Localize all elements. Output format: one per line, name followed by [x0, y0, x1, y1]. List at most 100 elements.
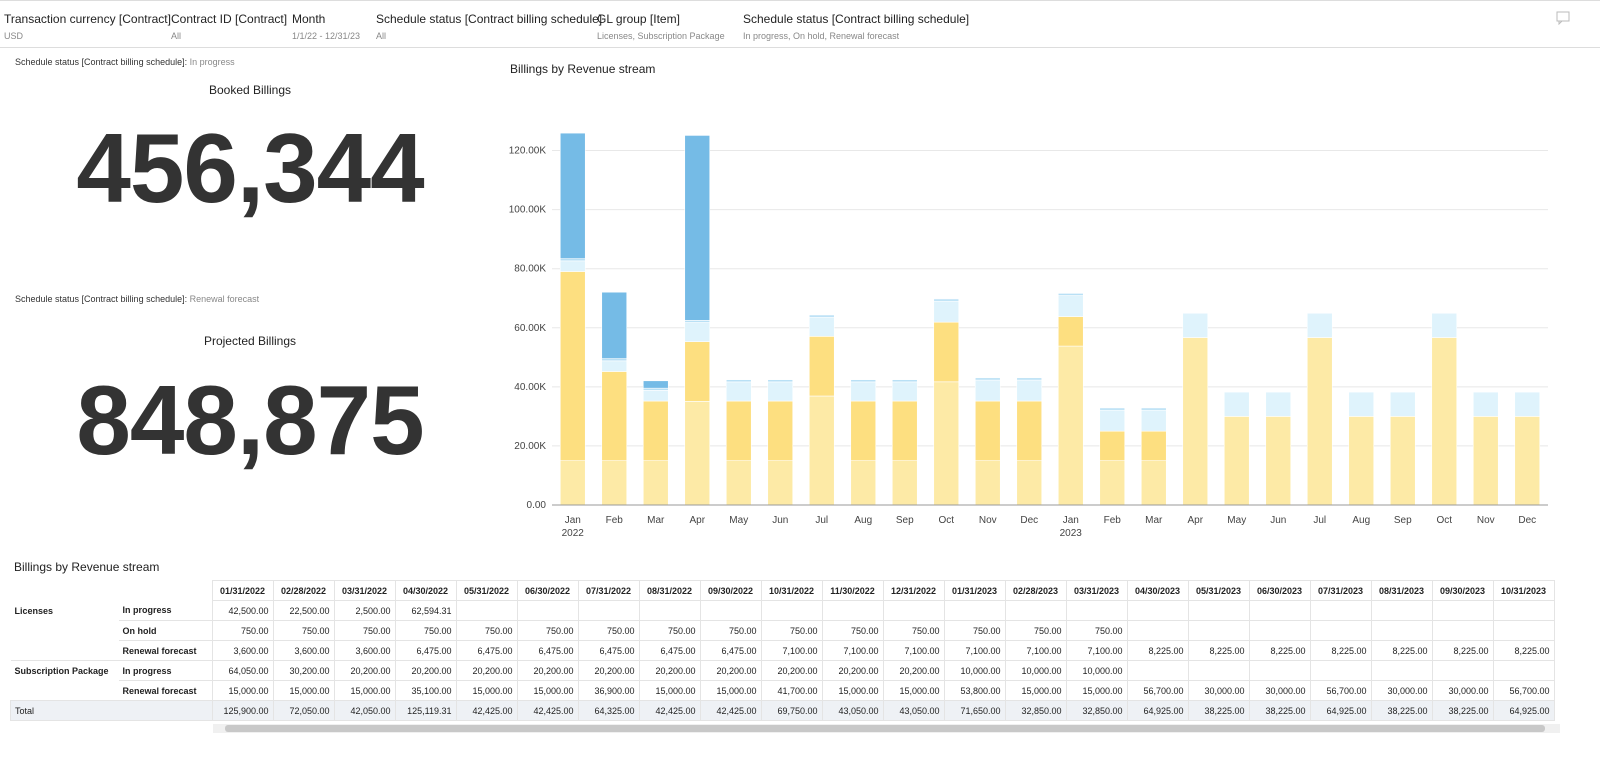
cell: 750.00 — [455, 620, 518, 641]
scroll-thumb[interactable] — [225, 725, 1545, 732]
cell: 42,500.00 — [211, 600, 274, 621]
x-tick-label: Jun — [1270, 515, 1286, 526]
bar-segment — [1016, 460, 1043, 506]
cell — [1187, 600, 1250, 621]
comment-icon[interactable] — [1556, 11, 1570, 25]
cell — [1126, 600, 1189, 621]
bar-segment — [725, 400, 752, 461]
cell: 750.00 — [821, 620, 884, 641]
cell — [638, 600, 701, 621]
cell: 750.00 — [394, 620, 457, 641]
cell: 20,200.00 — [638, 660, 701, 681]
cell: 750.00 — [943, 620, 1006, 641]
bar-segment — [684, 135, 711, 321]
cell: 42,425.00 — [516, 700, 579, 721]
column-header: 05/31/2022 — [455, 580, 518, 601]
cell: 125,900.00 — [211, 700, 274, 721]
cell — [1431, 660, 1494, 681]
bar-segment — [891, 381, 918, 402]
y-tick-label: 120.00K — [509, 146, 547, 157]
y-tick-label: 0.00 — [527, 500, 547, 511]
bar-segment — [725, 381, 752, 402]
bar-segment — [1099, 407, 1126, 411]
filter[interactable]: Schedule status [Contract billing schedu… — [743, 12, 969, 41]
cell: 56,700.00 — [1492, 680, 1555, 701]
column-header: 10/31/2022 — [760, 580, 823, 601]
bar-segment — [933, 298, 960, 302]
cell — [1065, 600, 1128, 621]
table-row: Renewal forecast 15,000.00 15,000.00 15,000… — [11, 680, 1555, 701]
column-header: 07/31/2023 — [1309, 580, 1372, 601]
bar-segment — [1140, 430, 1167, 461]
filter[interactable]: Transaction currency [Contract] USD — [4, 12, 171, 41]
x-tick-label: Nov — [1477, 515, 1495, 526]
table: 01/31/2022 02/28/2022 03/31/2022 04/30/2022… — [10, 580, 1555, 721]
column-header: 09/30/2023 — [1431, 580, 1494, 601]
cell: 32,850.00 — [1004, 700, 1067, 721]
cell — [1187, 660, 1250, 681]
bar-segment — [601, 371, 628, 461]
cell: 30,000.00 — [1370, 680, 1433, 701]
cell: 32,850.00 — [1065, 700, 1128, 721]
cell: 20,200.00 — [333, 660, 396, 681]
x-tick-label: Oct — [1436, 515, 1452, 526]
bar-segment — [1057, 316, 1084, 347]
cell: 30,000.00 — [1187, 680, 1250, 701]
cell: 10,000.00 — [943, 660, 1006, 681]
x-year-label: 2022 — [562, 528, 585, 539]
kpi-title: Booked Billings — [208, 83, 292, 97]
filter[interactable]: Contract ID [Contract] All — [171, 12, 287, 41]
bar-segment — [808, 316, 835, 337]
cell: 41,700.00 — [760, 680, 823, 701]
cell: 7,100.00 — [1065, 640, 1128, 661]
column-header: 08/31/2023 — [1370, 580, 1433, 601]
row-label: In progress — [118, 660, 212, 681]
bar-segment — [1016, 377, 1043, 381]
cell: 15,000.00 — [333, 680, 396, 701]
kpi-note: Schedule status [Contract billing schedu… — [15, 57, 235, 67]
bar-segment — [808, 314, 835, 318]
bar-segment — [1306, 337, 1333, 506]
cell — [821, 600, 884, 621]
column-header: 12/31/2022 — [882, 580, 945, 601]
filter-value: 1/1/22 - 12/31/23 — [292, 31, 361, 41]
bar-segment — [1099, 409, 1126, 432]
x-tick-label: Sep — [896, 515, 914, 526]
bar-segment — [601, 460, 628, 506]
cell: 6,475.00 — [699, 640, 762, 661]
note-value: Renewal forecast — [189, 294, 260, 304]
column-header: 04/30/2022 — [394, 580, 457, 601]
bar-segment — [1431, 337, 1458, 506]
y-tick-label: 60.00K — [514, 323, 546, 334]
bar-segment — [974, 379, 1001, 402]
bar-segment — [1265, 391, 1292, 417]
x-tick-label: Apr — [689, 515, 705, 526]
cell: 8,225.00 — [1370, 640, 1433, 661]
column-header: 07/31/2022 — [577, 580, 640, 601]
filter[interactable]: Month 1/1/22 - 12/31/23 — [292, 12, 360, 41]
bar-segment — [1016, 400, 1043, 461]
cell: 8,225.00 — [1126, 640, 1189, 661]
cell — [1309, 660, 1372, 681]
filter[interactable]: GL group [Item] Licenses, Subscription Pa… — [597, 12, 725, 41]
scrollbar[interactable] — [213, 724, 1560, 733]
cell — [1004, 600, 1067, 621]
note-value: In progress — [189, 57, 235, 67]
filter[interactable]: Schedule status [Contract billing schedu… — [376, 12, 602, 41]
x-year-label: 2023 — [1060, 528, 1083, 539]
cell: 71,650.00 — [943, 700, 1006, 721]
bar-segment — [1057, 345, 1084, 506]
bar-segment — [850, 379, 877, 383]
cell — [1431, 620, 1494, 641]
filter-label: Schedule status [Contract billing schedu… — [376, 12, 603, 26]
filter-value: All — [376, 31, 387, 41]
x-tick-label: Nov — [979, 515, 997, 526]
cell — [1126, 660, 1189, 681]
bar-segment — [1514, 416, 1541, 506]
bar-segment — [933, 300, 960, 323]
cell: 43,050.00 — [821, 700, 884, 721]
cell: 56,700.00 — [1309, 680, 1372, 701]
cell: 750.00 — [333, 620, 396, 641]
cell — [699, 600, 762, 621]
